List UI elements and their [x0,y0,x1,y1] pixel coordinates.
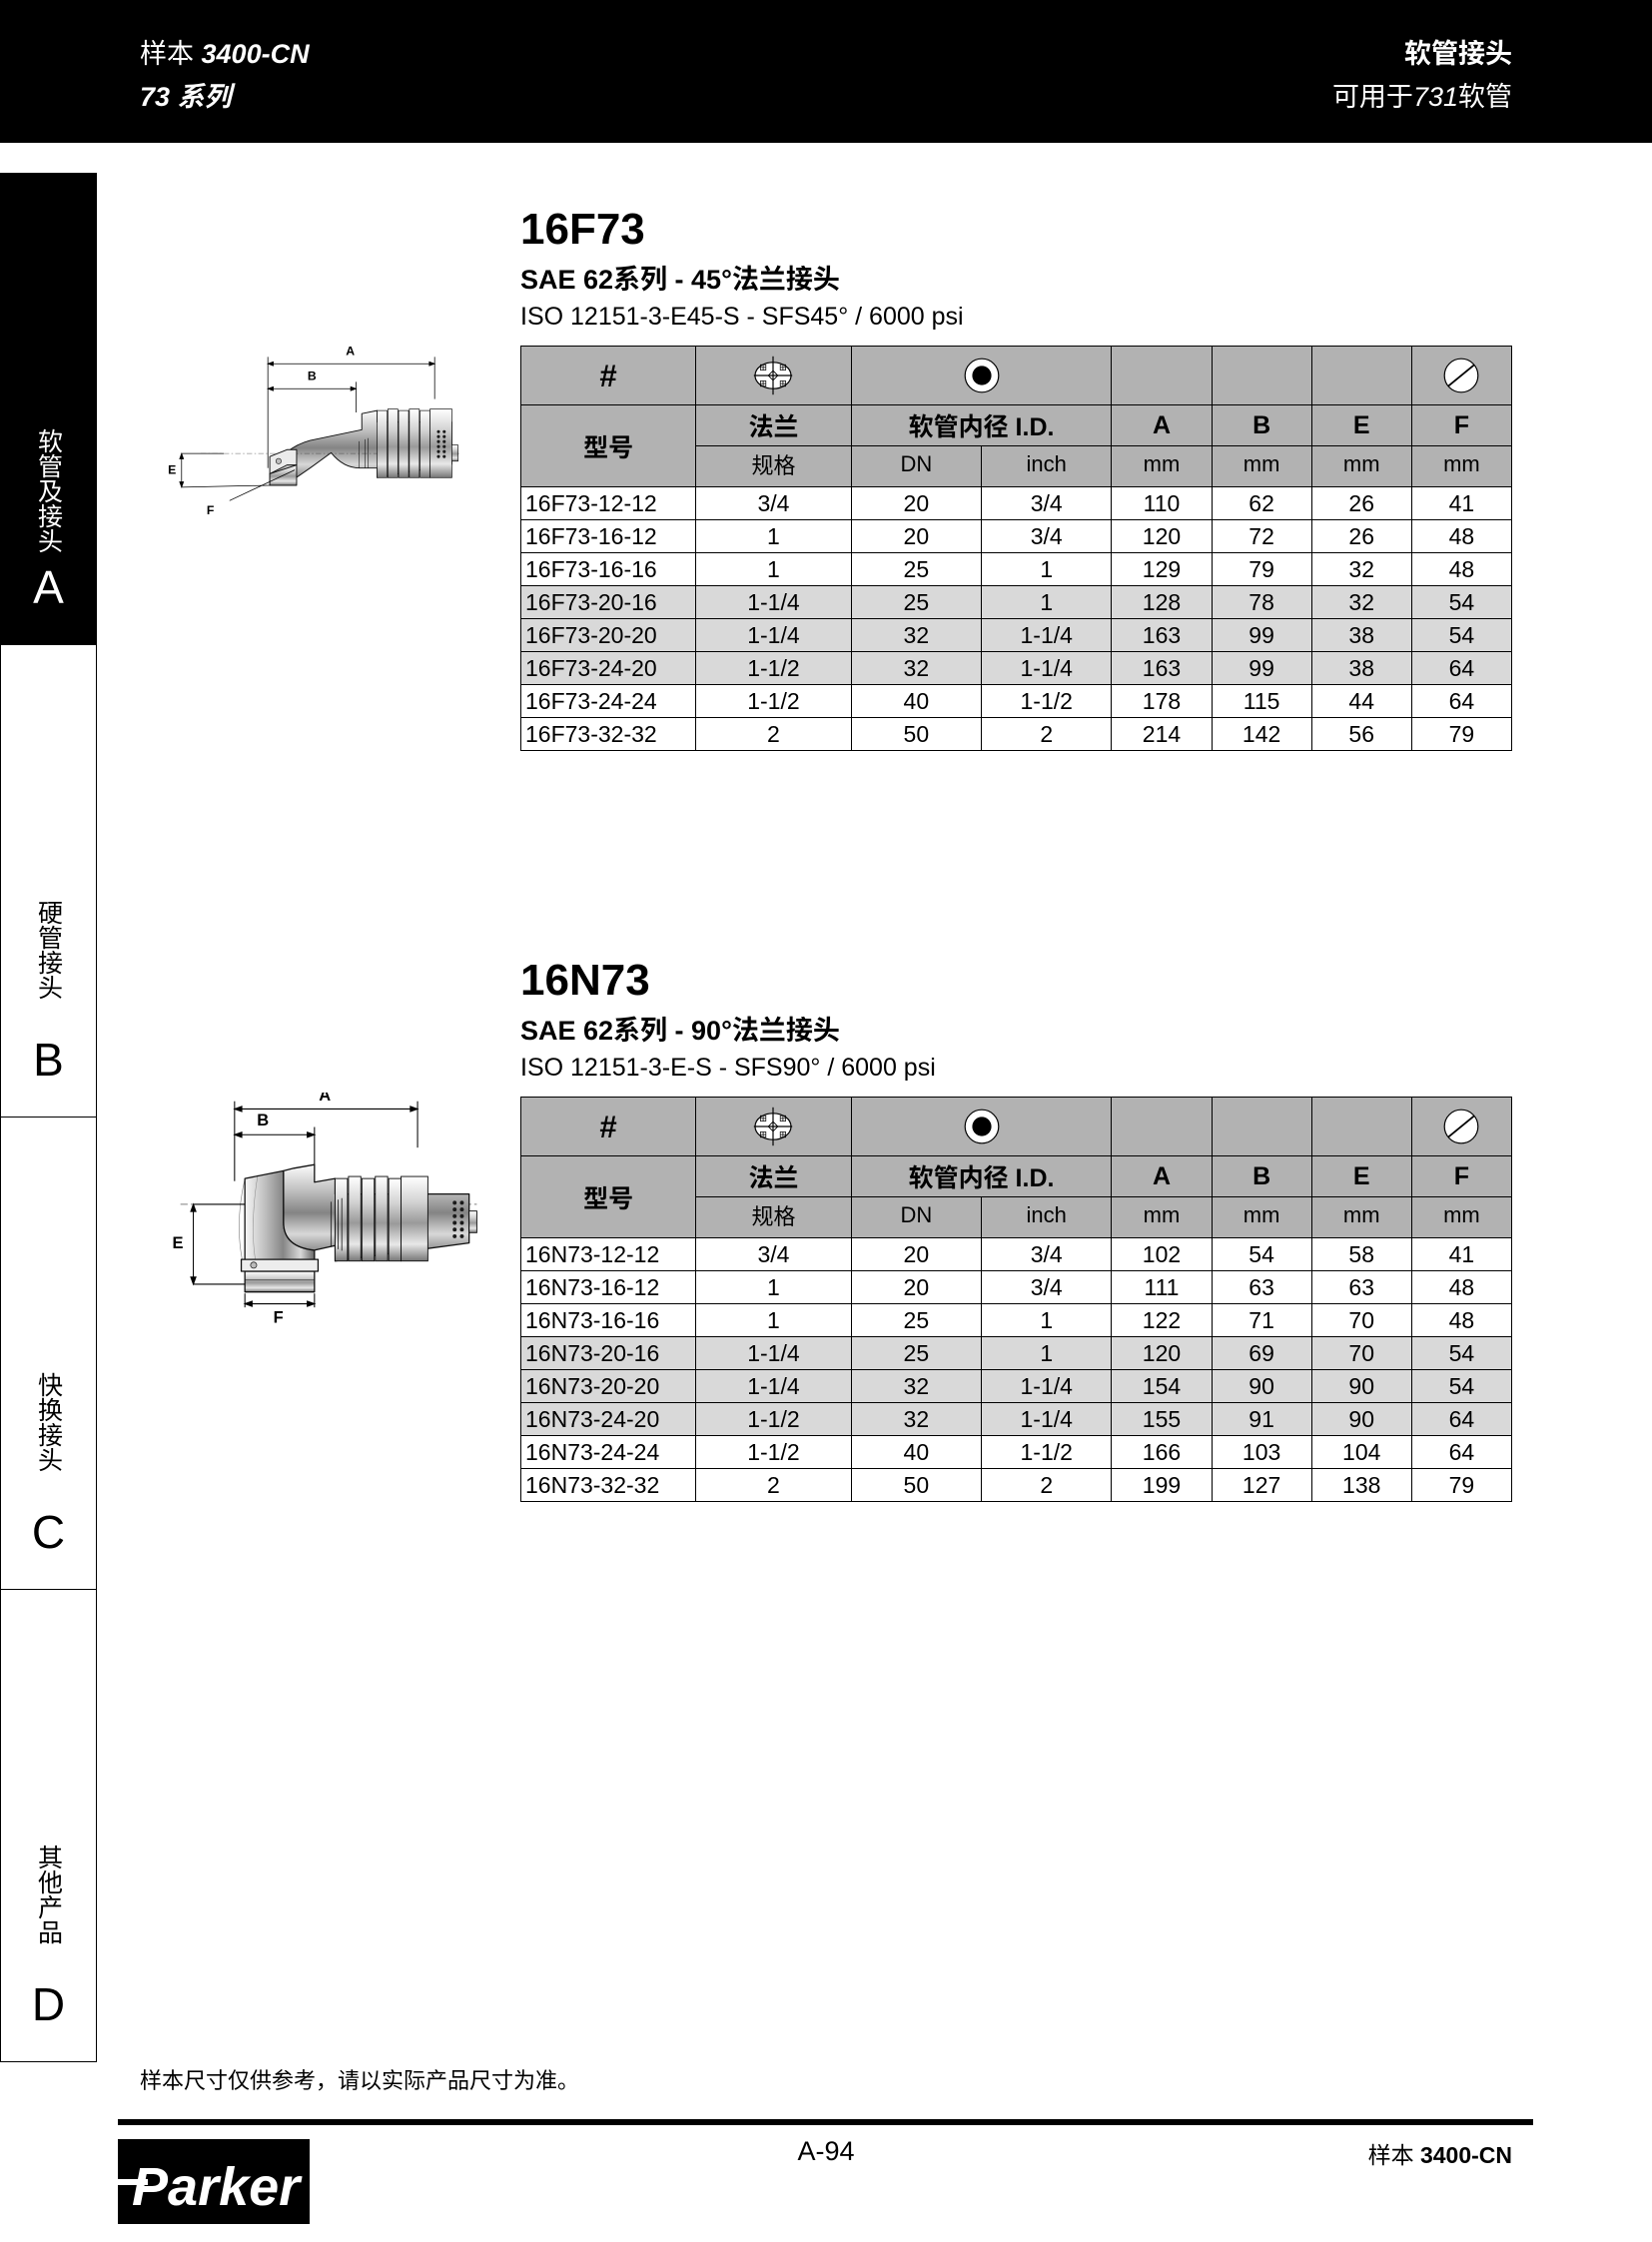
svg-text:#: # [599,1110,616,1144]
svg-text:F: F [274,1309,284,1327]
svg-text:B: B [257,1112,269,1129]
svg-text:Parker: Parker [132,2157,303,2217]
svg-text:F: F [207,503,215,517]
svg-text:A: A [346,344,355,358]
svg-text:B: B [308,369,317,382]
svg-text:#: # [599,359,616,393]
svg-text:E: E [168,462,176,476]
svg-text:A: A [319,1093,331,1105]
svg-text:E: E [173,1234,184,1252]
